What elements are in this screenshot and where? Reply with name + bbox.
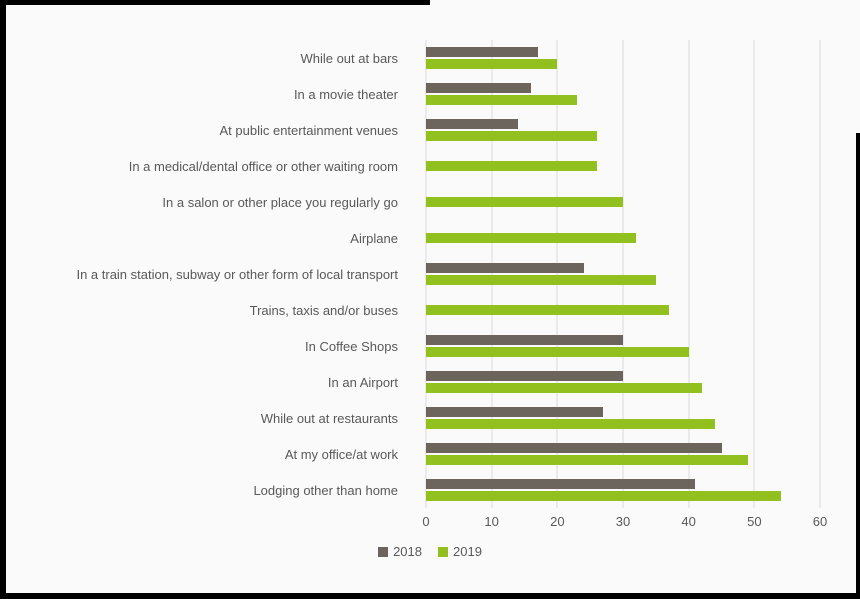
x-tick-label: 10 — [484, 514, 499, 529]
category-label: While out at restaurants — [260, 410, 398, 426]
bar-row — [426, 400, 820, 436]
bar-2019 — [426, 419, 715, 429]
legend-item-2018: 2018 — [378, 544, 422, 559]
bar-row — [426, 220, 820, 256]
gridline — [556, 40, 558, 508]
gridline — [622, 40, 624, 508]
plot-area — [425, 40, 821, 508]
bar-2019 — [426, 95, 578, 105]
bar-2018 — [426, 371, 623, 381]
category-label: In Coffee Shops — [305, 338, 398, 354]
gridline — [491, 40, 493, 508]
x-axis: 0 10 20 30 40 50 60 — [422, 514, 827, 534]
bar-row — [426, 472, 820, 508]
bar-row — [426, 76, 820, 112]
bar-row — [426, 148, 820, 184]
category-labels: While out at bars In a movie theater At pu… — [6, 40, 412, 508]
category-label: Trains, taxis and/or buses — [249, 302, 398, 318]
category-label: Lodging other than home — [253, 482, 398, 498]
gridline — [819, 40, 821, 508]
x-tick-label: 50 — [747, 514, 762, 529]
x-tick-label: 60 — [812, 514, 828, 529]
legend-swatch-2019 — [438, 546, 448, 557]
bar-row — [426, 436, 820, 472]
category-label: In a salon or other place you regularly … — [162, 194, 398, 210]
bar-2019 — [426, 491, 781, 501]
category-label: In a train station, subway or other form… — [76, 266, 398, 282]
category-label: In a movie theater — [293, 86, 398, 102]
bar-2019 — [426, 131, 597, 141]
bar-row — [426, 184, 820, 220]
x-tick-label: 20 — [550, 514, 565, 529]
bar-2019 — [426, 305, 669, 315]
legend-label: 2019 — [453, 544, 482, 559]
bar-2018 — [426, 263, 584, 273]
legend-item-2019: 2019 — [438, 544, 482, 559]
bar-2019 — [426, 233, 637, 243]
category-label: In a medical/dental office or other wait… — [128, 158, 398, 174]
bar-2019 — [426, 347, 689, 357]
frame-top-edge — [0, 0, 430, 5]
bar-row — [426, 256, 820, 292]
gridline — [753, 40, 755, 508]
legend-swatch-2018 — [378, 546, 389, 557]
bar-2018 — [426, 335, 623, 345]
bar-2019 — [426, 455, 748, 465]
category-label: At public entertainment venues — [219, 122, 399, 138]
x-tick-label: 30 — [615, 514, 631, 529]
bar-row — [426, 364, 820, 400]
gridline — [425, 40, 427, 508]
category-label: At my office/at work — [284, 446, 398, 462]
frame-left-edge — [0, 0, 6, 599]
legend-label: 2018 — [393, 544, 422, 559]
bar-2018 — [426, 83, 532, 93]
gridline — [688, 40, 690, 508]
x-tick-label: 40 — [681, 514, 696, 529]
frame-bottom-edge — [0, 593, 860, 599]
bar-2018 — [426, 119, 518, 129]
category-label: In an Airport — [327, 374, 398, 390]
x-tick-label: 0 — [422, 514, 430, 529]
legend: 2018 2019 — [0, 544, 860, 559]
category-label: While out at bars — [300, 50, 398, 66]
bar-2019 — [426, 161, 597, 171]
bar-2019 — [426, 59, 558, 69]
category-label: Airplane — [350, 230, 398, 246]
bar-row — [426, 112, 820, 148]
frame-right-edge — [856, 133, 860, 599]
bar-2019 — [426, 383, 702, 393]
bar-row — [426, 292, 820, 328]
bar-2019 — [426, 275, 656, 285]
bar-2018 — [426, 443, 722, 453]
bar-2018 — [426, 479, 696, 489]
bar-2018 — [426, 47, 538, 57]
bar-row — [426, 40, 820, 76]
bar-2018 — [426, 407, 604, 417]
bar-2019 — [426, 197, 623, 207]
bar-row — [426, 328, 820, 364]
